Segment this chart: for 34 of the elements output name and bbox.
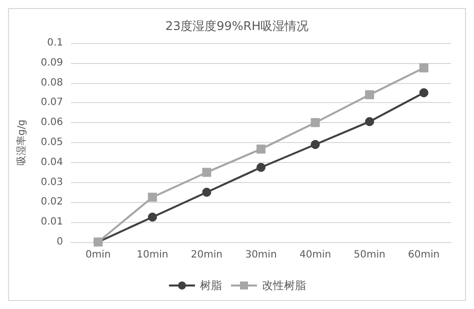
y-tick-label: 0.08 [40, 77, 63, 88]
point [256, 144, 266, 154]
point [148, 212, 157, 222]
x-tick-label: 30min [245, 250, 277, 260]
y-tick-label: 0.1 [47, 38, 63, 48]
y-tick-label: 0 [56, 236, 63, 248]
point [256, 162, 266, 172]
y-tick-label: 0.06 [40, 117, 63, 128]
point [310, 118, 320, 128]
x-tick-label: 40min [299, 250, 332, 260]
point [365, 117, 374, 126]
point [365, 90, 374, 100]
chart-title: 23度湿度99%RH吸湿情况 [165, 19, 309, 33]
x-tick-label: 10min [136, 250, 168, 260]
x-tick-label: 0min [86, 250, 111, 260]
x-tick-label: 20min [190, 250, 223, 260]
y-tick-label: 0.07 [40, 97, 63, 108]
legend-label: 改性树脂 [262, 279, 306, 292]
point [202, 168, 212, 177]
point [148, 192, 157, 202]
y-tick-label: 0.09 [40, 57, 63, 68]
y-tick-label: 0.04 [40, 156, 63, 168]
x-tick-label: 60min [408, 250, 440, 260]
point [419, 63, 428, 72]
y-tick-label: 0.05 [40, 137, 63, 148]
x-tick-label: 50min [354, 250, 386, 260]
point [419, 88, 428, 98]
legend-label: 树脂 [200, 279, 222, 292]
y-tick-label: 0.03 [40, 176, 63, 188]
point [310, 140, 320, 149]
y-axis-title: 吸湿率g/g [16, 119, 28, 166]
y-tick-label: 0.02 [40, 196, 63, 208]
point [202, 188, 212, 197]
y-tick-label: 0.01 [40, 216, 63, 228]
